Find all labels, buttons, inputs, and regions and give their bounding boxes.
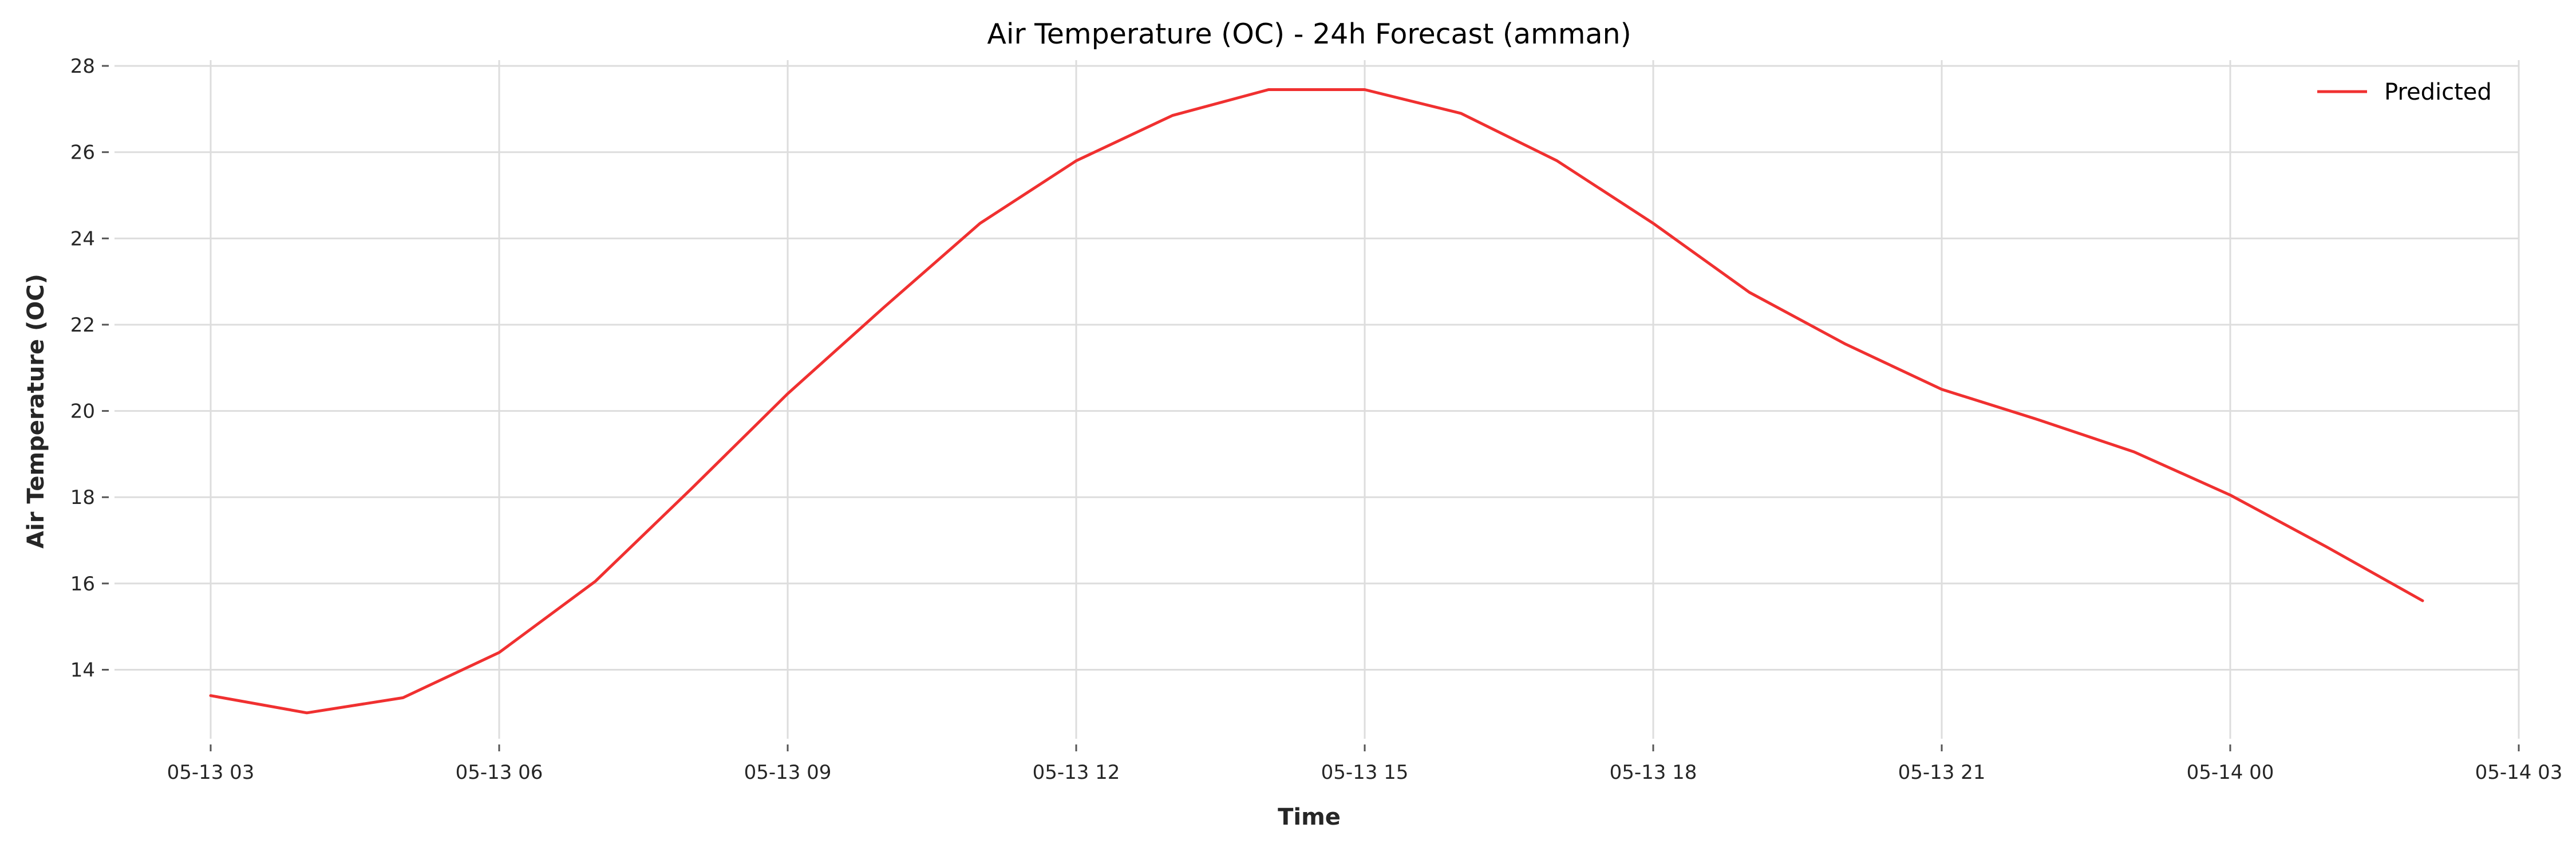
x-tick-label: 05-13 15 (1321, 761, 1409, 784)
data-point (2421, 599, 2424, 602)
data-point (401, 696, 405, 699)
data-point (1459, 112, 1463, 115)
data-point (1171, 114, 1174, 117)
x-axis-label: Time (1278, 804, 1341, 830)
series-lines (209, 88, 2424, 715)
data-point (1074, 159, 1078, 163)
data-point (1940, 388, 1943, 391)
y-tick-label: 20 (70, 400, 95, 423)
data-point (1652, 222, 1655, 225)
data-point (882, 306, 886, 309)
axis-ticks: 14 16 18 20 22 24 26 28 05-13 03 05-13 06 05-13 09… (70, 55, 2563, 784)
data-point (2036, 418, 2040, 421)
x-tick-label: 05-14 03 (2475, 761, 2563, 784)
x-tick-label: 05-13 21 (1898, 761, 1986, 784)
data-point (594, 580, 597, 583)
data-point (690, 487, 693, 490)
chart-title: Air Temperature (OC) - 24h Forecast (amm… (987, 18, 1631, 50)
data-point (305, 711, 309, 715)
legend: Predicted (2317, 79, 2492, 105)
data-point (2325, 545, 2328, 549)
grid-lines (114, 60, 2520, 739)
data-point (2229, 493, 2232, 497)
legend-label-predicted: Predicted (2384, 79, 2492, 105)
x-tick-label: 05-13 18 (1610, 761, 1697, 784)
data-point (209, 694, 212, 698)
y-tick-label: 14 (70, 659, 95, 681)
data-point (1267, 88, 1270, 91)
x-tick-label: 05-13 06 (456, 761, 543, 784)
y-tick-label: 22 (70, 314, 95, 337)
y-tick-label: 28 (70, 55, 95, 78)
y-tick-label: 16 (70, 573, 95, 596)
y-tick-label: 26 (70, 141, 95, 164)
data-point (1555, 159, 1559, 163)
data-point (1748, 290, 1751, 294)
data-point (2132, 450, 2136, 454)
y-tick-label: 24 (70, 227, 95, 250)
x-tick-label: 05-14 00 (2187, 761, 2274, 784)
data-point (1844, 342, 1847, 346)
series-line-predicted (209, 88, 2424, 715)
x-tick-label: 05-13 03 (167, 761, 255, 784)
data-point (786, 392, 789, 395)
x-tick-label: 05-13 09 (744, 761, 832, 784)
data-point (1363, 88, 1366, 91)
y-tick-label: 18 (70, 486, 95, 509)
data-point (978, 222, 982, 225)
x-tick-label: 05-13 12 (1033, 761, 1120, 784)
y-axis-label: Air Temperature (OC) (23, 274, 49, 549)
data-point (497, 651, 501, 654)
